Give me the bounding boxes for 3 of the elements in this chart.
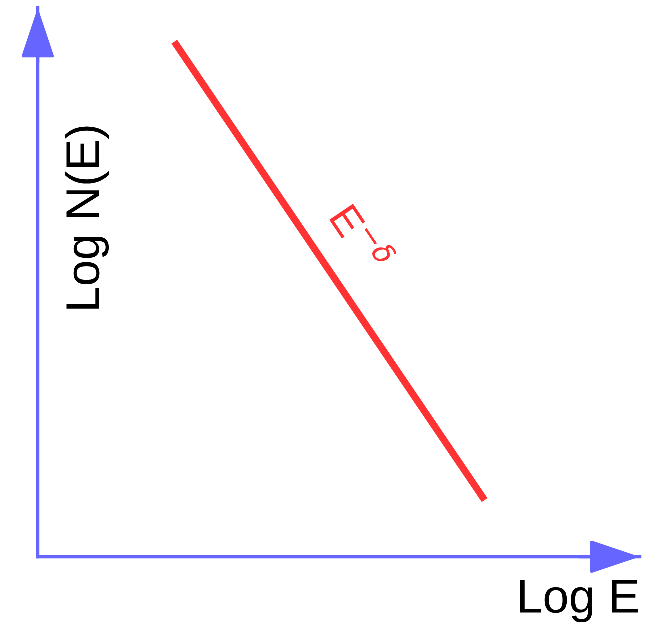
text: E$^{−δ}$ xyxy=(330,198,398,274)
y-axis-title: Log N(E) xyxy=(65,126,110,309)
x-axis-title: Log E xyxy=(520,580,638,623)
